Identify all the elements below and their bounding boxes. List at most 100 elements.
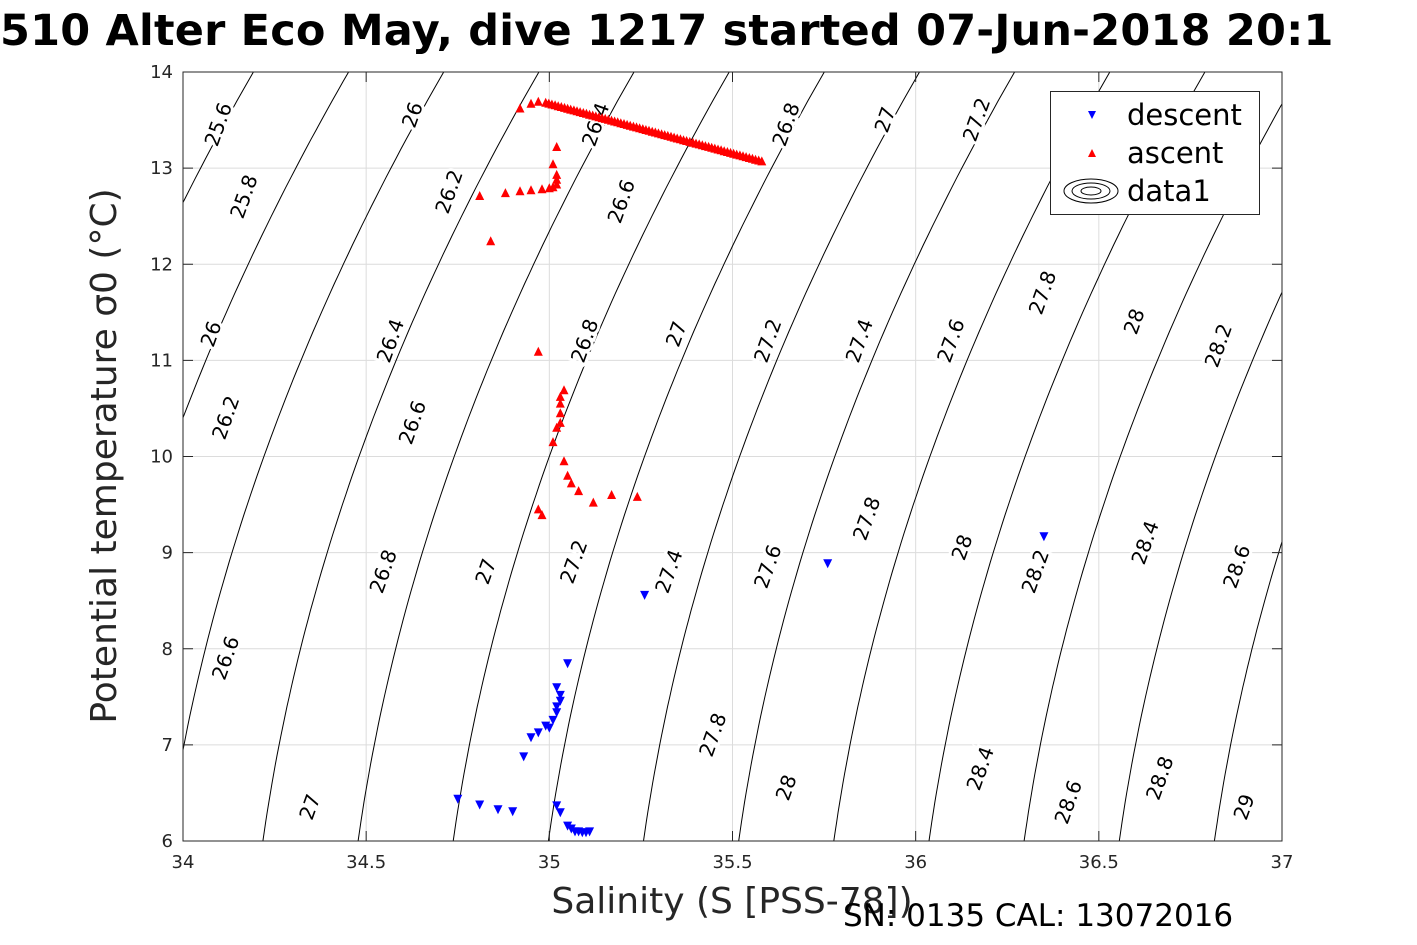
contour-label: 27.8 <box>694 710 732 760</box>
ascent-point <box>515 186 525 196</box>
contour-label: 26.6 <box>602 176 640 226</box>
contour-label: 27.2 <box>555 537 593 587</box>
contour-label: 25.6 <box>199 99 237 149</box>
contour-label: 28 <box>946 531 977 563</box>
contour-label: 28 <box>1119 305 1150 337</box>
ascent-point <box>533 96 543 106</box>
descent-point <box>508 807 518 817</box>
descent-point <box>493 805 503 815</box>
contour-label: 27.2 <box>958 95 996 145</box>
ascent-point <box>552 169 562 179</box>
ascent-point <box>555 398 565 408</box>
descent-point <box>585 827 595 837</box>
descent-point <box>552 702 562 712</box>
descent-point <box>823 559 833 569</box>
contour-label: 27.6 <box>932 316 970 366</box>
ascent-point <box>552 142 562 151</box>
ascent-point <box>552 174 562 184</box>
contour-label: 28.4 <box>1126 518 1164 568</box>
ascent-point <box>533 504 543 514</box>
contour-label: 29 <box>1228 791 1259 823</box>
ascent-point <box>548 437 558 447</box>
y-tick-label: 13 <box>150 158 173 179</box>
contour-label: 28.6 <box>1218 541 1256 591</box>
ascent-point <box>555 408 565 418</box>
chart-title: 510 Alter Eco May, dive 1217 started 07-… <box>0 6 1334 56</box>
contour-label: 26.2 <box>207 393 245 443</box>
legend-item-descent: descent <box>1051 96 1259 134</box>
y-tick-label: 10 <box>150 447 173 468</box>
x-tick-label: 35 <box>538 852 561 873</box>
contour-label: 26.8 <box>566 316 604 366</box>
density-contour <box>643 72 920 841</box>
descent-point <box>1039 532 1049 542</box>
ascent-point <box>537 510 547 520</box>
descent-point <box>475 800 485 810</box>
descent-point <box>555 808 565 818</box>
descent-point <box>555 696 565 706</box>
ascent-point <box>548 159 558 169</box>
ascent-point <box>548 182 558 192</box>
ascent-point <box>588 497 598 507</box>
contour-label: 27.6 <box>749 541 787 591</box>
density-contour <box>1405 72 1417 841</box>
descent-point <box>548 715 558 725</box>
ascent-point <box>552 179 562 189</box>
legend-item-data1: data1 <box>1051 172 1259 210</box>
contour-label: 27.8 <box>1024 268 1062 318</box>
ascent-point <box>486 236 496 246</box>
descent-point <box>552 801 562 811</box>
ascent-point <box>515 103 525 113</box>
descent-point <box>552 708 562 718</box>
y-tick-label: 6 <box>162 831 173 852</box>
density-contour <box>1310 72 1417 841</box>
axis-ticks: 34 34.5 35 35.5 36 36.5 37 6 7 8 9 10 11 12 13 14 <box>150 62 1293 873</box>
density-contour <box>833 72 1111 841</box>
descent-point <box>555 690 565 700</box>
descent-point <box>526 733 536 743</box>
density-contour <box>357 72 635 841</box>
x-tick-label: 36.5 <box>1079 852 1119 873</box>
legend-label-data1: data1 <box>1127 174 1211 208</box>
contour-label: 27 <box>869 104 900 136</box>
descent-point <box>533 728 543 738</box>
contour-label: 26.4 <box>372 316 410 366</box>
density-contour <box>183 72 445 753</box>
serial-calibration-note: SN: 0135 CAL: 13072016 <box>843 898 1234 934</box>
x-tick-label: 36 <box>904 852 927 873</box>
ascent-point <box>757 156 767 166</box>
ascent-point <box>632 491 642 501</box>
ascent-point <box>566 478 576 488</box>
y-tick-label: 14 <box>150 62 173 83</box>
contour-label: 26.8 <box>364 546 402 596</box>
contour-label: 28 <box>770 772 801 804</box>
ascent-point <box>559 456 569 466</box>
ascent-point <box>574 486 584 496</box>
y-tick-label: 11 <box>150 350 173 371</box>
contour-label: 25.8 <box>225 171 263 221</box>
x-tick-label: 34 <box>172 852 195 873</box>
descent-point <box>563 659 573 669</box>
legend-item-ascent: ascent <box>1051 134 1259 172</box>
density-contour <box>1118 291 1282 841</box>
legend-label-ascent: ascent <box>1127 136 1224 170</box>
data-points <box>453 96 1049 838</box>
descent-point <box>519 752 529 762</box>
ascent-marker-icon <box>1088 149 1096 157</box>
contour-icon <box>1063 178 1119 204</box>
contour-label: 27.4 <box>650 546 688 596</box>
descent-point <box>552 683 562 693</box>
ascent-point <box>475 191 485 200</box>
contour-label: 26.6 <box>207 633 245 683</box>
density-contour <box>738 72 1016 841</box>
density-contours <box>183 72 1417 841</box>
ascent-point <box>563 470 573 480</box>
density-contour <box>452 72 730 841</box>
ascent-point <box>526 98 536 108</box>
contour-label: 27.8 <box>848 493 886 543</box>
y-tick-label: 7 <box>162 735 173 756</box>
legend: descent ascent data1 <box>1050 91 1260 215</box>
y-tick-label: 12 <box>150 254 173 275</box>
y-tick-label: 9 <box>162 543 173 564</box>
density-contour <box>547 72 825 841</box>
